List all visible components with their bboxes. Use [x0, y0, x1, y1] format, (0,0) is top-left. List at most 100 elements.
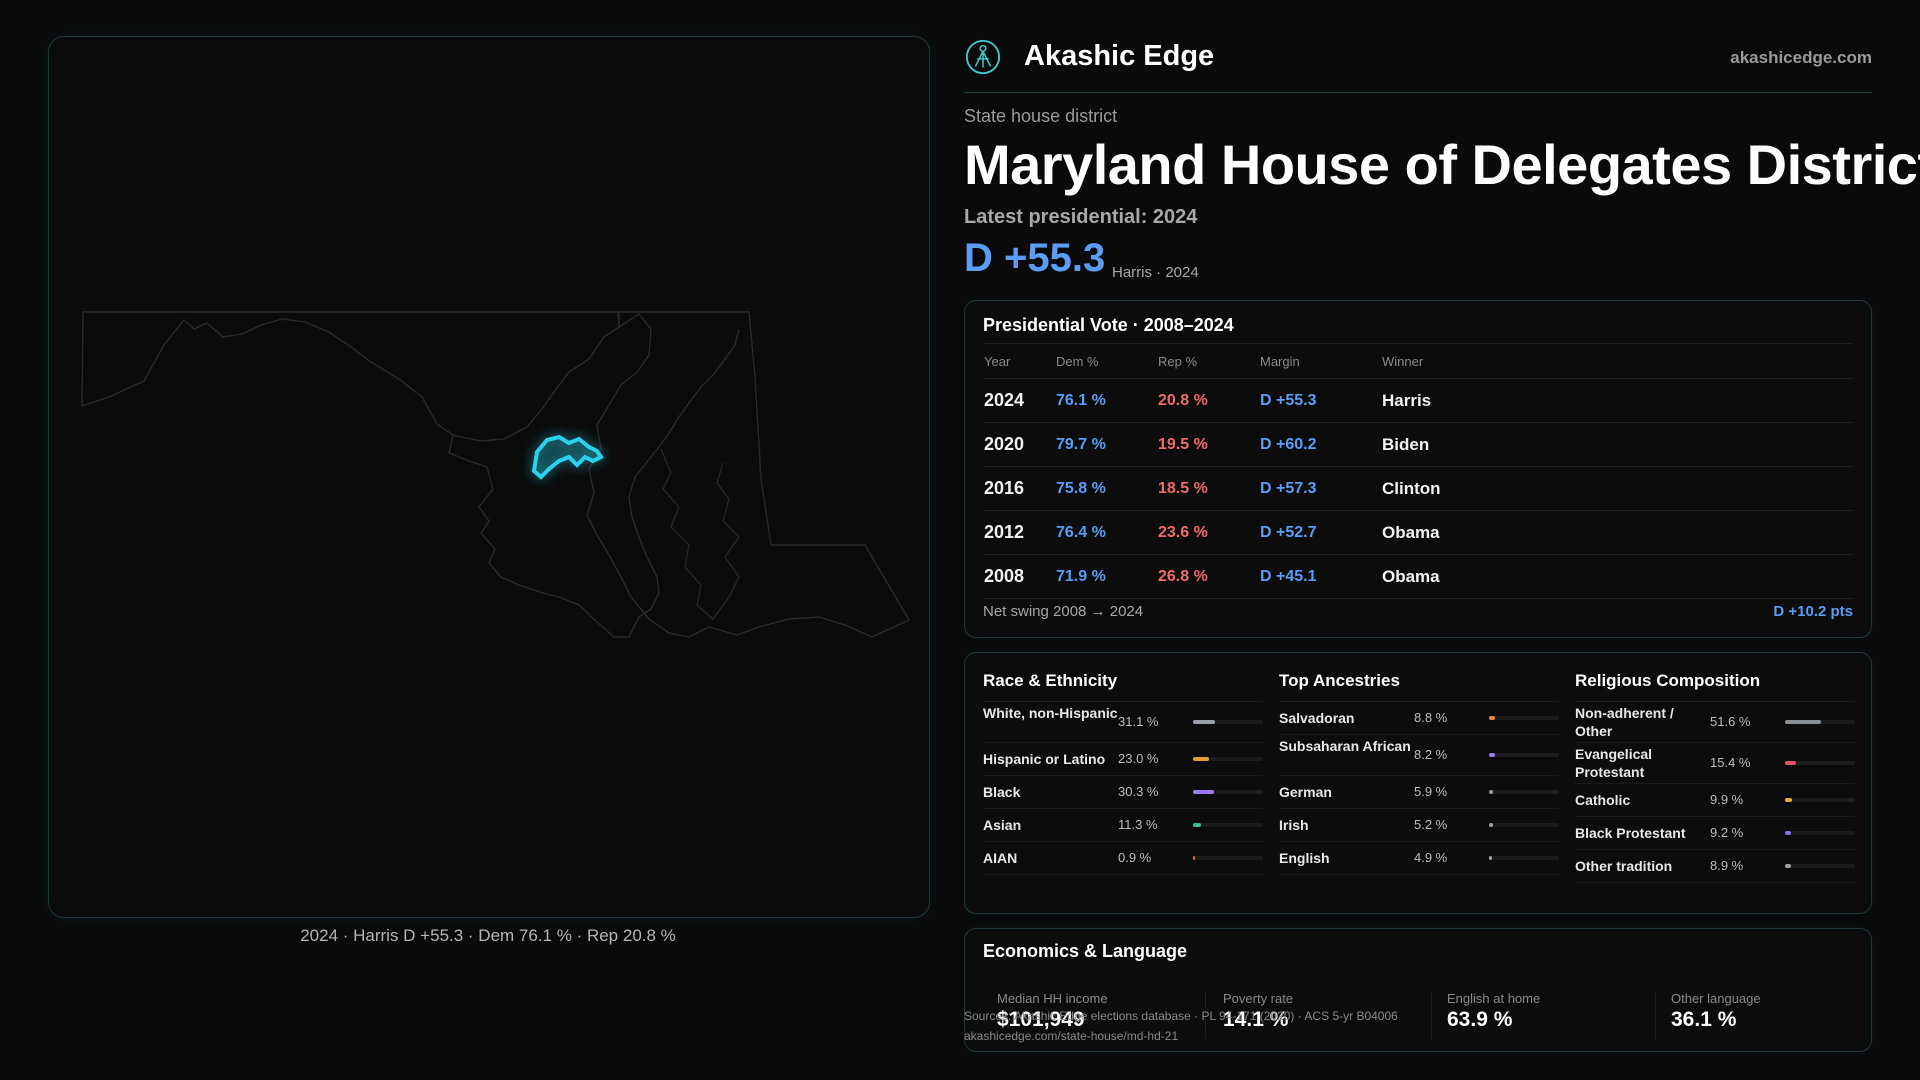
row-winner: Biden — [1381, 422, 1853, 467]
brand-url[interactable]: akashicedge.com — [1730, 48, 1872, 67]
demographic-label: Catholic — [1575, 792, 1631, 808]
source-url[interactable]: akashicedge.com/state-house/md-hd-21 — [964, 1029, 1179, 1043]
demographic-label: Evangelical Protestant — [1575, 746, 1653, 780]
sources-text: Sources: Akashic Edge elections database… — [964, 1009, 1398, 1023]
demographic-pct: 4.9 % — [1414, 850, 1448, 865]
latest-margin: D +55.3 — [964, 236, 1106, 280]
demographic-bar-track — [1785, 720, 1855, 724]
econ-value: 14.1 % — [1223, 1008, 1289, 1031]
race-title: Race & Ethnicity — [983, 667, 1263, 702]
demographic-pct: 5.2 % — [1414, 817, 1448, 832]
demographic-row: Irish 5.2 % — [1279, 809, 1559, 842]
row-winner: Obama — [1381, 554, 1853, 599]
demographic-label: Black Protestant — [1575, 825, 1686, 841]
net-swing-label: Net swing 2008 → 2024 — [983, 603, 1144, 620]
demographic-bar-track — [1193, 757, 1263, 761]
demographic-row: AIAN 0.9 % — [983, 842, 1263, 875]
demographic-row: White, non-Hispanic 31.1 % — [983, 702, 1263, 743]
row-year: 2012 — [983, 510, 1055, 555]
presidential-card-title: Presidential Vote · 2008–2024 — [983, 315, 1234, 335]
demographic-label: Asian — [983, 817, 1022, 833]
econ-label: Median HH income — [997, 991, 1108, 1006]
demographic-row: Black Protestant 9.2 % — [1575, 817, 1855, 850]
row-margin: D +45.1 — [1259, 554, 1381, 599]
econ-value: 63.9 % — [1447, 1008, 1513, 1031]
demographic-row: English 4.9 % — [1279, 842, 1559, 875]
row-dem: 75.8 % — [1055, 466, 1157, 511]
sources-footer: Sources: Akashic Edge elections database… — [964, 1006, 1398, 1046]
table-row[interactable]: 2020 79.7 % 19.5 % D +60.2 Biden — [983, 422, 1853, 467]
demographic-bar-fill — [1785, 798, 1792, 802]
religion-column: Religious Composition Non-adherent / Oth… — [1575, 667, 1855, 883]
divider — [1431, 991, 1432, 1039]
state-outline — [81, 311, 910, 638]
demographic-bar-fill — [1785, 864, 1792, 868]
divider — [1205, 991, 1206, 1039]
row-rep: 19.5 % — [1157, 422, 1259, 467]
demographic-pct: 23.0 % — [1118, 751, 1159, 766]
row-margin: D +60.2 — [1259, 422, 1381, 467]
row-margin: D +55.3 — [1259, 378, 1381, 423]
econ-other-language: Other language 36.1 % — [1671, 991, 1871, 1032]
demographic-bar-fill — [1193, 823, 1201, 827]
demographic-pct: 11.3 % — [1118, 817, 1158, 832]
econ-median-income: Median HH income $101,949 — [997, 991, 1197, 1032]
demographic-bar-track — [1785, 761, 1855, 765]
demographic-bar-fill — [1489, 856, 1493, 860]
demographic-bar-track — [1193, 823, 1263, 827]
map-caption: 2024 · Harris D +55.3 · Dem 76.1 % · Rep… — [300, 926, 676, 945]
bay-shoreline — [448, 328, 740, 638]
col-winner: Winner — [1381, 343, 1853, 379]
demographic-label: Other tradition — [1575, 858, 1673, 874]
row-winner: Obama — [1381, 510, 1853, 555]
demographic-label: Black — [983, 784, 1021, 800]
row-rep: 23.6 % — [1157, 510, 1259, 555]
demographic-bar-track — [1193, 720, 1263, 724]
demographic-pct: 8.2 % — [1414, 747, 1448, 762]
econ-poverty-rate: Poverty rate 14.1 % — [1223, 991, 1423, 1032]
row-winner: Clinton — [1381, 466, 1853, 511]
religion-title: Religious Composition — [1575, 667, 1855, 702]
row-winner: Harris — [1381, 378, 1853, 423]
demographic-bar-fill — [1489, 823, 1493, 827]
demographic-label: AIAN — [983, 850, 1018, 866]
table-row[interactable]: 2024 76.1 % 20.8 % D +55.3 Harris — [983, 378, 1853, 423]
demographic-bar-fill — [1785, 831, 1792, 835]
econ-value: $101,949 — [997, 1008, 1085, 1031]
col-margin: Margin — [1259, 343, 1381, 379]
econ-english-home: English at home 63.9 % — [1447, 991, 1647, 1032]
table-row[interactable]: 2012 76.4 % 23.6 % D +52.7 Obama — [983, 510, 1853, 555]
demographic-bar-fill — [1489, 716, 1496, 720]
econ-label: Poverty rate — [1223, 991, 1294, 1006]
latest-margin-winner: Harris · 2024 — [1112, 264, 1199, 281]
demographic-pct: 8.9 % — [1710, 858, 1744, 873]
demographic-row: Subsaharan African 8.2 % — [1279, 735, 1559, 776]
ancestry-title: Top Ancestries — [1279, 667, 1559, 702]
table-header-row: Year Dem % Rep % Margin Winner — [983, 343, 1853, 379]
econ-value: 36.1 % — [1671, 1008, 1737, 1031]
table-row[interactable]: 2008 71.9 % 26.8 % D +45.1 Obama — [983, 554, 1853, 599]
demographic-row: Black 30.3 % — [983, 776, 1263, 809]
brand-header: Akashic Edge akashicedge.com — [964, 36, 1872, 93]
row-rep: 20.8 % — [1157, 378, 1259, 423]
demographic-row: Catholic 9.9 % — [1575, 784, 1855, 817]
demographic-bar-fill — [1785, 761, 1796, 765]
map-panel[interactable] — [48, 36, 930, 918]
ancestry-column: Top Ancestries Salvadoran 8.8 % Subsaharan… — [1279, 667, 1559, 875]
row-year: 2016 — [983, 466, 1055, 511]
demographic-pct: 0.9 % — [1118, 850, 1152, 865]
presidential-vote-card: Presidential Vote · 2008–2024 Year Dem %… — [964, 300, 1872, 638]
demographic-label: Subsaharan African — [1279, 738, 1411, 754]
demographic-label: Hispanic or Latino — [983, 751, 1106, 767]
demographic-label: White, non-Hispanic — [983, 705, 1118, 721]
district-21-shape[interactable] — [531, 434, 604, 480]
demographic-row: Other tradition 8.9 % — [1575, 850, 1855, 883]
demographic-row: Evangelical Protestant 15.4 % — [1575, 743, 1855, 784]
maryland-map[interactable] — [49, 37, 929, 917]
divider — [1655, 991, 1656, 1039]
demographic-pct: 30.3 % — [1118, 784, 1159, 799]
demographic-label: Irish — [1279, 817, 1309, 833]
akashic-logo-icon — [965, 39, 1001, 75]
row-dem: 71.9 % — [1055, 554, 1157, 599]
table-row[interactable]: 2016 75.8 % 18.5 % D +57.3 Clinton — [983, 466, 1853, 511]
